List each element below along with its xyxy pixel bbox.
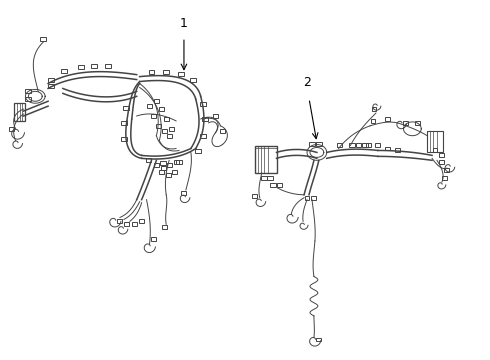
Bar <box>385 117 390 121</box>
Bar <box>167 163 172 167</box>
Bar <box>305 196 310 200</box>
Bar <box>162 129 167 133</box>
Bar <box>118 219 122 223</box>
Bar <box>255 145 276 173</box>
Bar <box>213 114 218 118</box>
Bar <box>178 72 184 76</box>
Bar <box>270 183 275 187</box>
Bar <box>190 78 196 82</box>
Text: 2: 2 <box>303 76 311 89</box>
Bar <box>154 99 159 103</box>
Bar <box>61 69 67 73</box>
Bar <box>169 127 173 131</box>
Bar <box>159 107 164 111</box>
Bar <box>316 141 322 145</box>
Bar <box>121 137 127 141</box>
Bar <box>440 160 444 164</box>
Bar <box>77 65 83 69</box>
Bar <box>162 225 167 229</box>
Bar <box>403 121 408 125</box>
Bar <box>385 147 390 150</box>
Bar <box>173 160 178 164</box>
Bar <box>176 160 182 164</box>
Bar <box>375 143 380 147</box>
Bar <box>415 121 420 125</box>
Bar <box>40 37 46 41</box>
Bar <box>200 134 206 138</box>
Bar <box>317 338 321 342</box>
Bar <box>362 143 368 147</box>
Bar <box>427 131 443 152</box>
Bar <box>154 163 159 167</box>
Bar <box>160 161 166 165</box>
Bar <box>267 176 272 180</box>
Bar <box>147 104 152 108</box>
Bar <box>444 168 449 172</box>
Bar <box>220 129 225 133</box>
Bar <box>151 114 156 118</box>
Bar <box>161 166 166 170</box>
Bar <box>132 222 137 226</box>
Bar <box>146 158 151 162</box>
Bar <box>91 64 97 68</box>
Bar <box>48 78 54 82</box>
Bar <box>172 170 176 174</box>
Bar <box>156 124 161 128</box>
Bar <box>164 117 169 121</box>
Bar <box>200 102 206 106</box>
Bar <box>139 219 144 223</box>
Bar <box>309 141 315 145</box>
Bar <box>25 89 31 93</box>
Bar <box>442 176 447 180</box>
Bar <box>433 148 438 152</box>
Bar <box>440 153 444 157</box>
Bar <box>121 121 127 125</box>
Bar <box>261 176 267 180</box>
Bar <box>25 97 31 101</box>
Bar <box>395 148 400 152</box>
Bar <box>181 191 186 195</box>
Bar <box>48 85 54 89</box>
Bar <box>163 70 169 74</box>
Bar <box>349 143 355 147</box>
Bar <box>371 107 376 111</box>
Bar <box>105 64 111 68</box>
Bar <box>123 106 129 110</box>
Bar <box>202 117 208 121</box>
Bar <box>159 170 164 174</box>
Bar <box>14 103 25 121</box>
Bar <box>166 173 171 177</box>
Bar <box>337 143 343 147</box>
Bar <box>370 119 375 123</box>
Bar <box>356 143 361 147</box>
Bar <box>151 237 156 241</box>
Bar <box>124 222 129 226</box>
Bar <box>366 143 370 147</box>
Text: 1: 1 <box>180 17 188 30</box>
Bar <box>195 149 201 153</box>
Bar <box>9 127 14 131</box>
Bar <box>148 70 154 74</box>
Bar <box>312 196 317 200</box>
Bar <box>252 194 257 198</box>
Bar <box>167 134 172 138</box>
Bar <box>276 183 282 187</box>
